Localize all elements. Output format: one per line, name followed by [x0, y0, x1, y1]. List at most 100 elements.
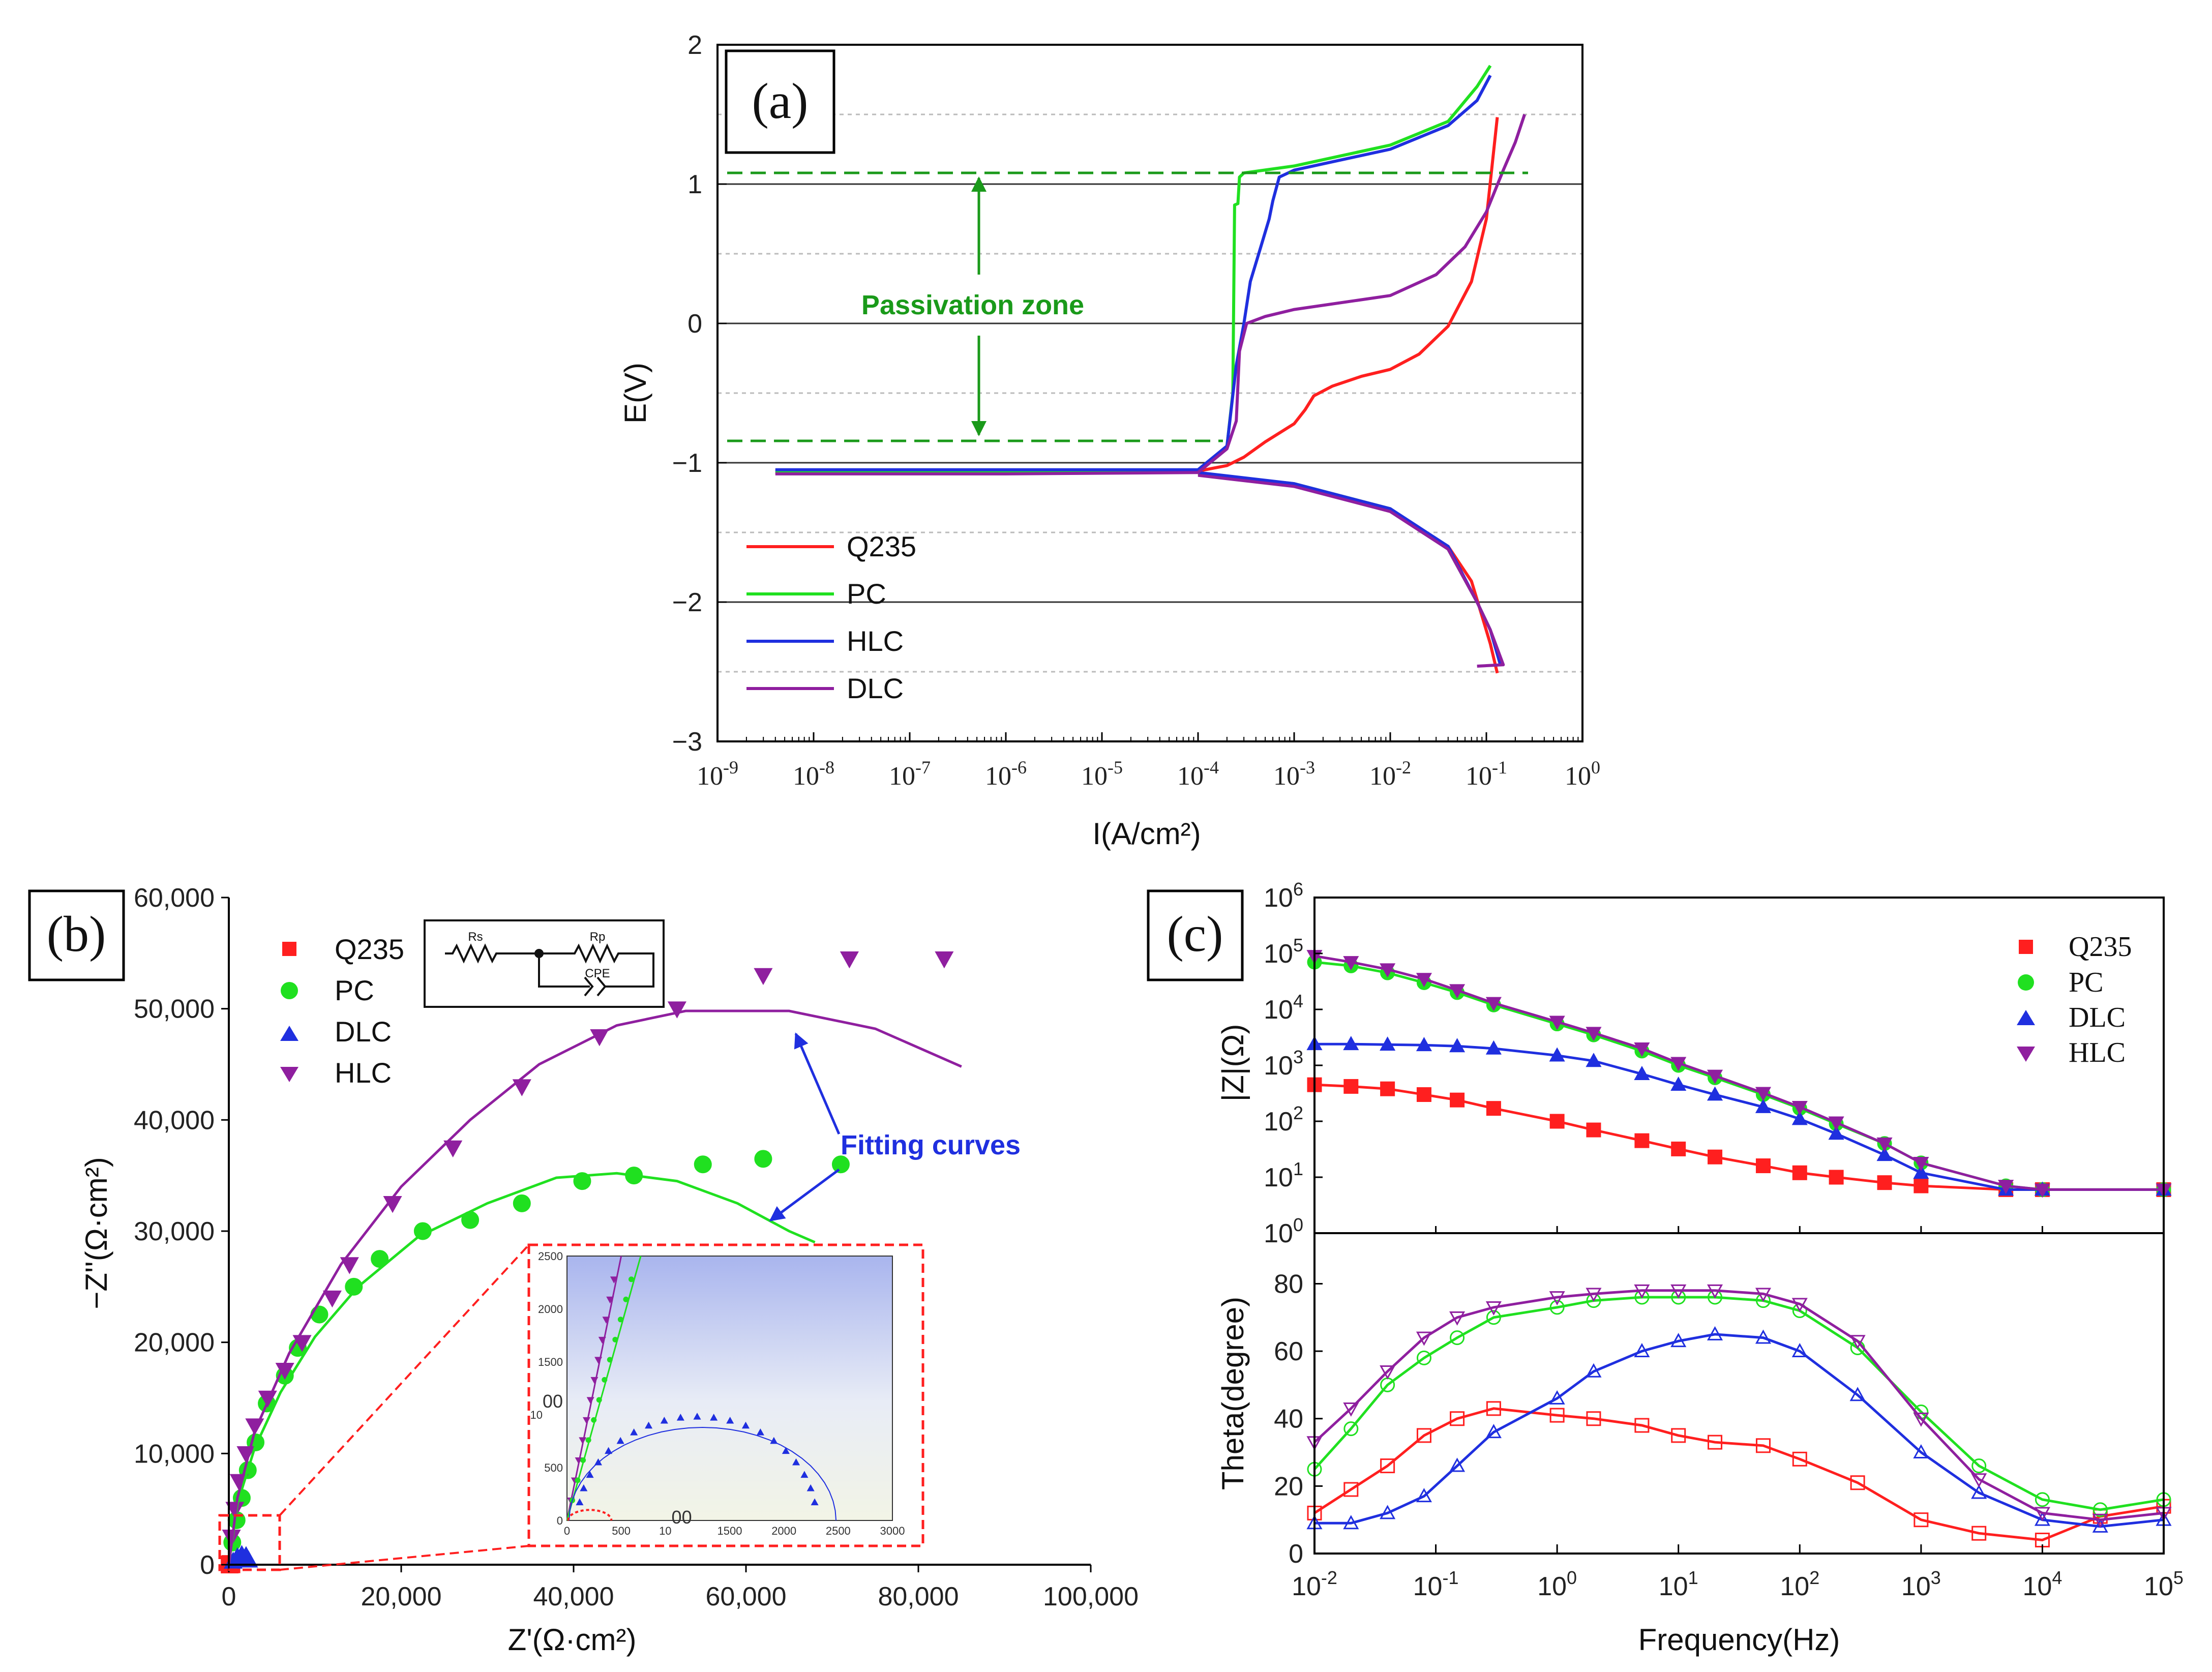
y-top-tick-label-3: 103 [1264, 1047, 1303, 1081]
fit-line-hlc-fit [227, 1009, 962, 1565]
x-tick-label-5: 100,000 [1043, 1582, 1139, 1611]
y-bottom-tick-label-3: 60 [1274, 1337, 1303, 1366]
inset-x-tick-4: 2000 [771, 1525, 796, 1537]
y-tick-label-1: 10,000 [134, 1439, 215, 1469]
phase-point-dlc-11 [1755, 1329, 1772, 1344]
legend-marker-q235 [282, 942, 296, 956]
data-point-hlc-15 [754, 968, 773, 986]
phase-point-pc-4 [1450, 1330, 1465, 1346]
impedance-point-dlc-15 [1913, 1165, 1929, 1179]
fitting-arrow-hlc [794, 1032, 841, 1134]
phase-point-dlc-4 [1449, 1457, 1466, 1472]
inset-point-dlc-18 [580, 1484, 588, 1491]
x-tick-label-7: 105 [2144, 1567, 2184, 1601]
impedance-point-q235-8 [1634, 1133, 1650, 1148]
impedance-point-q235-14 [1877, 1175, 1892, 1190]
phase-point-q235-9 [1671, 1428, 1686, 1443]
x-tick-label-0: 0 [222, 1582, 236, 1611]
inset-plot-area [566, 1256, 893, 1521]
y-tick-label-5: 2 [687, 31, 702, 60]
x-tick-label-6: 10-3 [1273, 757, 1315, 791]
panel-c-bottom-y-axis-label: Theta(degree) [1216, 1297, 1250, 1490]
impedance-point-q235-13 [1829, 1170, 1844, 1185]
nyquist-inset: 0 500 1000 1500 2000 2500 3000 0 500 1000 1500 2000… [527, 1243, 924, 1547]
inset-point-pc-12 [628, 1276, 634, 1282]
data-point-hlc-16 [840, 951, 859, 969]
x-tick-label-5: 103 [1901, 1567, 1941, 1601]
y-tick-label-0: 0 [200, 1550, 215, 1580]
phase-point-dlc-5 [1485, 1424, 1502, 1439]
inset-point-hlc-11 [606, 1296, 614, 1304]
phase-point-dlc-16 [2034, 1511, 2050, 1526]
phase-point-pc-3 [1416, 1350, 1431, 1365]
zoom-connector-bottom [279, 1545, 529, 1571]
x-tick-label-4: 102 [1780, 1567, 1819, 1601]
zoom-connector-top [279, 1244, 530, 1516]
data-point-dlc-4 [239, 1550, 258, 1568]
panel-a-y-axis-label: E(V) [618, 363, 652, 424]
impedance-point-dlc-1 [1343, 1036, 1359, 1051]
circuit-label-rs: Rs [468, 930, 483, 944]
phase-point-hlc-7 [1586, 1288, 1602, 1302]
y-bottom-tick-label-4: 80 [1274, 1269, 1303, 1299]
impedance-point-q235-11 [1755, 1158, 1771, 1174]
inset-fit-q235 [567, 1509, 613, 1521]
inset-y-tick-3: 1500 [538, 1356, 563, 1368]
x-tick-label-4: 10-5 [1081, 757, 1123, 791]
inset-y-tick-0: 0 [557, 1514, 563, 1527]
impedance-point-hlc-8 [1634, 1042, 1650, 1057]
y-tick-label-4: 40,000 [134, 1106, 215, 1135]
legend-marker-dlc [2017, 1010, 2035, 1025]
phase-point-pc-5 [1486, 1310, 1501, 1325]
inset-y-tick-2: 1000 [530, 1391, 563, 1421]
x-tick-label-2: 40,000 [533, 1582, 614, 1611]
phase-point-dlc-13 [1849, 1387, 1866, 1401]
inset-point-pc-6 [596, 1397, 602, 1403]
x-tick-label-2: 10-7 [889, 757, 931, 791]
phase-point-dlc-9 [1670, 1333, 1687, 1348]
y-tick-label-3: 30,000 [134, 1217, 215, 1246]
impedance-point-dlc-8 [1634, 1065, 1650, 1080]
x-tick-label-0: 10-2 [1292, 1567, 1337, 1601]
y-top-tick-label-5: 105 [1264, 935, 1303, 969]
inset-point-hlc-6 [586, 1397, 594, 1404]
circuit-frame [424, 919, 665, 1008]
inset-fit-hlc [566, 1256, 622, 1521]
phase-point-dlc-8 [1634, 1343, 1650, 1358]
impedance-point-q235-12 [1792, 1165, 1807, 1180]
inset-point-hlc-12 [610, 1276, 618, 1283]
inset-point-dlc-50 [616, 1437, 624, 1444]
phase-point-q235-5 [1486, 1401, 1501, 1416]
panel-a-plot-frame [716, 44, 1583, 742]
x-tick-label-5: 10-4 [1177, 757, 1219, 791]
legend-label-hlc: HLC [847, 625, 904, 657]
x-tick-label-1: 20,000 [361, 1582, 441, 1611]
y-bottom-tick-label-0: 0 [1289, 1539, 1303, 1569]
inset-point-dlc-74 [660, 1416, 668, 1424]
impedance-point-q235-5 [1486, 1101, 1501, 1116]
impedance-point-dlc-3 [1416, 1037, 1432, 1052]
data-point-hlc-9 [340, 1257, 359, 1274]
phase-point-q235-7 [1586, 1411, 1601, 1426]
panel-a-label-box [725, 49, 835, 154]
legend-label-q235: Q235 [847, 530, 916, 562]
inset-point-dlc-90 [693, 1413, 701, 1420]
impedance-fit-pc [1314, 961, 2164, 1191]
panel-b-legend: Q235 PC DLC HLC [280, 933, 404, 1089]
impedance-point-dlc-7 [1586, 1053, 1602, 1067]
phase-point-q235-8 [1634, 1418, 1650, 1433]
phase-point-hlc-5 [1485, 1301, 1502, 1316]
legend-label-q235: Q235 [335, 933, 404, 965]
phase-point-dlc-12 [1791, 1343, 1808, 1358]
legend-marker-pc [2018, 974, 2034, 991]
phase-point-hlc-12 [1791, 1298, 1808, 1312]
phase-point-dlc-6 [1549, 1390, 1565, 1405]
panel-c-legend: Q235 PC DLC HLC [2017, 931, 2132, 1068]
phase-point-dlc-1 [1343, 1515, 1359, 1530]
inset-point-dlc-154 [800, 1471, 809, 1478]
inset-x-tick-3: 1500 [718, 1525, 742, 1537]
legend-label-dlc: DLC [2069, 1002, 2126, 1033]
phase-point-hlc-14 [1913, 1412, 1929, 1427]
phase-point-q235-4 [1450, 1411, 1465, 1426]
impedance-point-hlc-15 [1913, 1157, 1929, 1172]
